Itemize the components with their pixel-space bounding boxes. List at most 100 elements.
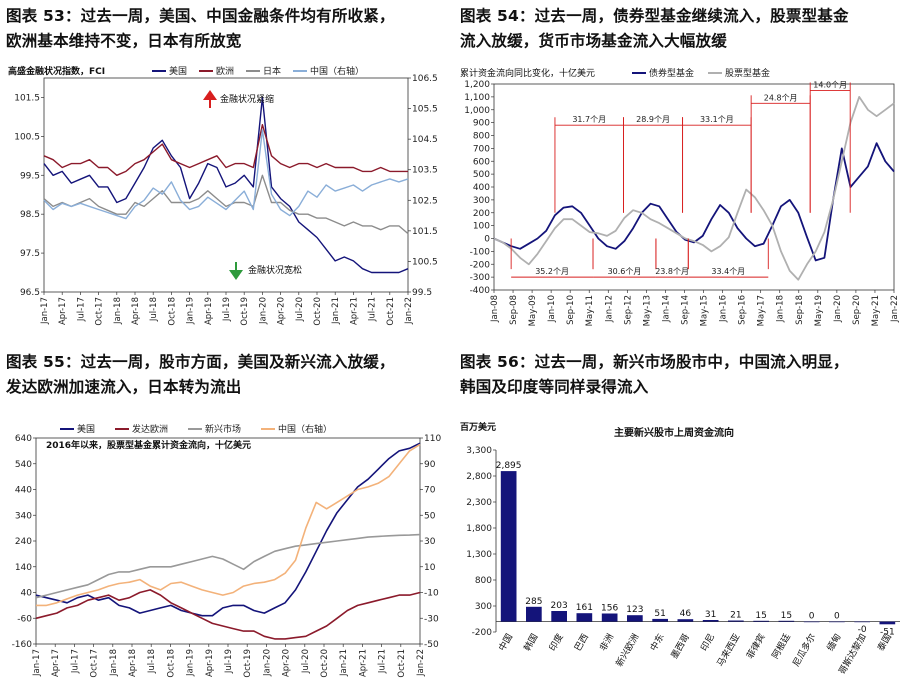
- y-tick-label: 300: [475, 602, 492, 612]
- series-line-中国（右轴）: [36, 443, 421, 607]
- y-tick-label: 1,100: [464, 93, 490, 103]
- x-tick-label: May-09: [528, 295, 538, 326]
- x-tick-label: Jan-16: [719, 295, 729, 323]
- category-label: 马来西亚: [715, 632, 743, 669]
- x-tick-label: Apr-20: [277, 297, 287, 325]
- bond-flows-line-chart: 累计资金流向同比变化，十亿美元 债券型基金 股票型基金 1,200 1,100 1,000…: [460, 67, 900, 326]
- bar-墨西哥: [677, 619, 694, 622]
- x-tick-label: Jan-12: [604, 295, 614, 323]
- legend-label: 美国: [77, 423, 95, 435]
- arrow-up-icon: [203, 90, 217, 108]
- y2-tick-label: -10: [424, 589, 439, 599]
- y-tick-label: 600: [473, 157, 490, 167]
- legend-label: 债券型基金: [649, 67, 694, 79]
- period-label: 35.2个月: [535, 267, 569, 276]
- y-tick-label: -200: [472, 628, 493, 638]
- category-label: 缅甸: [824, 632, 843, 654]
- data-label: 0: [834, 612, 840, 622]
- period-label: 33.1个月: [700, 115, 734, 124]
- y2-tick-label: -30: [424, 614, 439, 624]
- data-label: 46: [680, 609, 692, 619]
- y-tick-label: 1,000: [464, 106, 490, 116]
- x-tick-label: Jul-17: [70, 649, 80, 674]
- data-label: 15: [781, 611, 792, 621]
- y-tick-label: -100: [470, 247, 491, 257]
- data-label: -51: [880, 627, 895, 637]
- x-tick-label: Jan-08: [490, 295, 500, 323]
- period-label: 30.6个月: [608, 267, 642, 276]
- bar-印尼: [702, 620, 719, 622]
- x-tick-label: Jul-19: [222, 297, 232, 322]
- data-label: 21: [730, 611, 741, 621]
- chart-subtitle: 累计资金流向同比变化，十亿美元: [460, 67, 595, 79]
- category-label: 巴西: [572, 632, 591, 653]
- x-tick-label: Jan-22: [416, 649, 426, 677]
- bar-中东: [652, 618, 668, 622]
- y-tick-label: 700: [473, 144, 490, 154]
- legend-label: 美国: [169, 65, 187, 77]
- x-tick-label: Apr-20: [282, 649, 292, 677]
- y2-tick-label: 90: [424, 460, 436, 470]
- y-tick-label: -60: [17, 614, 32, 624]
- bar-泰国: [879, 621, 896, 625]
- data-label: 123: [626, 605, 643, 615]
- y-tick-label: 100: [473, 222, 490, 232]
- arrow-down-icon: [229, 262, 243, 280]
- bar-阿根廷: [778, 620, 795, 622]
- bar-马来西亚: [728, 620, 744, 622]
- y-tick-label: 97.5: [20, 249, 40, 259]
- annotation-loose: 金融状况宽松: [248, 264, 302, 276]
- y-tick-label: 500: [473, 170, 490, 180]
- chart-title: 图表 54：过去一周，债券型基金继续流入，股票型基金 流入放缓，货币市场基金流入…: [460, 7, 849, 50]
- x-tick-label: Jan-18: [776, 295, 786, 323]
- y2-tick-label: 103.5: [412, 166, 438, 176]
- y-tick-label: 99.5: [20, 171, 40, 181]
- data-label: -0: [858, 625, 867, 635]
- y-tick-label: 98.5: [20, 210, 40, 220]
- data-label: 161: [576, 603, 593, 613]
- y-tick-label: 1,200: [464, 80, 490, 90]
- x-tick-label: Jan-20: [262, 649, 272, 677]
- legend-label: 日本: [263, 65, 281, 77]
- x-tick-label: Sep-20: [852, 295, 862, 325]
- period-label: 23.8个月: [655, 267, 689, 276]
- data-label: 203: [551, 601, 568, 611]
- x-tick-label: Jan-20: [833, 295, 843, 323]
- category-label: 尼瓜多尔: [790, 632, 818, 669]
- x-tick-label: Jul-21: [378, 649, 388, 674]
- bar-非洲: [601, 613, 618, 622]
- chart-title: 图表 56：过去一周，新兴市场股市中，中国流入明显， 韩国及印度等同样录得流入: [460, 353, 849, 396]
- x-tick-label: May-11: [585, 295, 595, 326]
- x-tick-label: May-21: [871, 295, 881, 326]
- y2-tick-label: 102.5: [412, 196, 438, 206]
- bar-印度: [551, 611, 567, 622]
- series-line-中国（右轴）: [43, 129, 409, 220]
- x-tick-label: Oct-19: [243, 649, 253, 678]
- y-tick-label: 140: [15, 563, 32, 573]
- x-tick-label: Jul-20: [295, 297, 305, 322]
- y2-tick-label: 30: [424, 537, 436, 547]
- x-tick-label: Apr-18: [131, 297, 141, 325]
- period-label: 33.4个月: [711, 267, 745, 276]
- em-flows-bar-chart: 百万美元 主要新兴股市上周资金流向 3,300 2,800 2,300 1,800 1,30…: [460, 421, 900, 676]
- bar-韩国: [526, 606, 542, 622]
- x-tick-label: Oct-20: [320, 649, 330, 678]
- x-tick-label: Oct-19: [240, 297, 250, 326]
- y-tick-label: 300: [473, 196, 490, 206]
- data-label: 15: [755, 611, 766, 621]
- y-tick-label: 3,300: [466, 446, 492, 456]
- bar-缅甸: [829, 621, 845, 623]
- x-tick-label: May-15: [700, 295, 710, 326]
- plot-frame: [493, 83, 895, 291]
- bar-尼瓜多尔: [803, 621, 820, 623]
- x-tick-label: Apr-21: [349, 297, 359, 325]
- category-label: 韩国: [521, 632, 540, 654]
- x-tick-label: Jul-19: [224, 649, 234, 674]
- chart-inner-title: 主要新兴股市上周资金流向: [614, 426, 734, 439]
- y2-tick-label: 105.5: [412, 105, 438, 115]
- x-tick-label: May-17: [757, 295, 767, 326]
- y-tick-label: 240: [15, 537, 32, 547]
- x-tick-label: Oct-17: [90, 649, 100, 678]
- data-label: 285: [525, 597, 542, 607]
- category-label: 菲律宾: [744, 632, 768, 661]
